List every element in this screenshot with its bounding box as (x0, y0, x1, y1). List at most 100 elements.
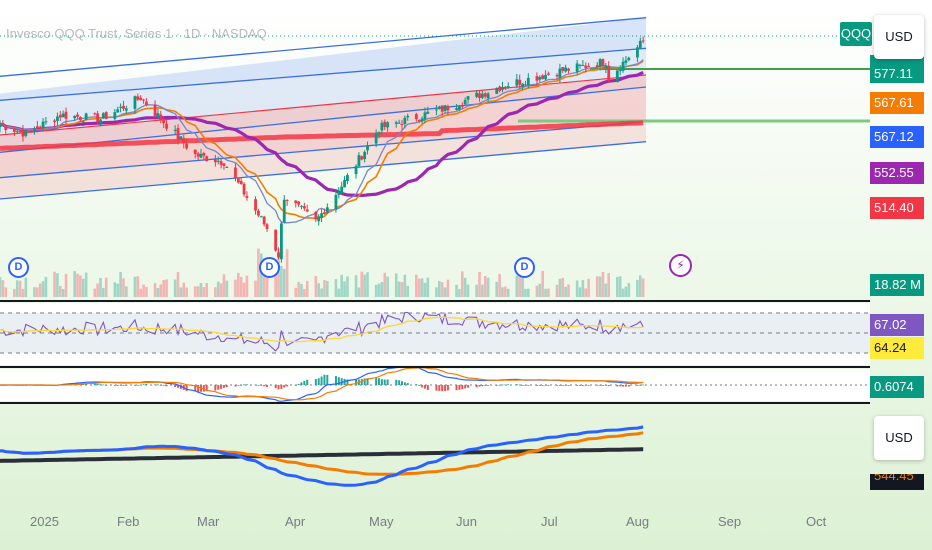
macd-histogram-bar (116, 385, 119, 386)
volume-bar (460, 271, 464, 297)
dividend-badge[interactable]: D (259, 257, 280, 278)
macd-histogram-bar (515, 384, 518, 385)
volume-bar (638, 275, 642, 297)
volume-bar (317, 283, 321, 297)
volume-bar (561, 278, 565, 297)
macd-histogram-bar (421, 385, 424, 388)
rsi-ma-tag: 64.24 (870, 337, 924, 359)
macd-histogram-bar (99, 384, 102, 386)
volume-bar (575, 280, 579, 297)
lightning-icon[interactable]: ⚡︎ (669, 254, 692, 277)
currency-button-bottom[interactable]: USD (874, 416, 924, 460)
candle-body (64, 111, 68, 119)
candle-body (538, 77, 542, 80)
candle-body (397, 122, 401, 124)
volume-bar (282, 268, 286, 297)
candle-body (185, 143, 189, 149)
price-tag-orange: 567.61 (870, 92, 924, 114)
candle-body (598, 59, 602, 67)
dividend-badge[interactable]: D (514, 257, 535, 278)
symbol-badge[interactable]: QQQ (840, 22, 872, 46)
candle-body (254, 199, 257, 211)
macd-histogram-bar (604, 385, 607, 386)
volume-bar (406, 285, 410, 297)
candle-body (300, 205, 303, 207)
volume-bar (357, 287, 361, 297)
currency-button[interactable]: USD (874, 15, 924, 59)
candle-body (486, 93, 490, 99)
volume-bar (179, 287, 183, 297)
candle-body (498, 86, 502, 91)
macd-histogram-bar (294, 385, 297, 386)
candle-body (460, 105, 464, 107)
volume-bar (93, 288, 97, 297)
dividend-badge[interactable]: D (8, 257, 29, 278)
candle-body (383, 121, 387, 128)
volume-bar (535, 285, 539, 297)
macd-histogram-bar (234, 385, 237, 387)
macd-histogram-bar (205, 385, 208, 392)
macd-histogram-bar (300, 382, 303, 385)
volume-bar (99, 277, 102, 297)
candle-body (285, 199, 289, 201)
candle-body (0, 124, 2, 128)
volume-bar (222, 274, 226, 297)
macd-histogram-bar (561, 385, 564, 386)
volume-bar (340, 274, 343, 297)
volume-bar (360, 271, 364, 297)
volume-bar (53, 271, 56, 297)
candle-body (15, 131, 19, 133)
macd-histogram-bar (458, 385, 461, 390)
macd-histogram-bar (277, 385, 280, 390)
volume-bar (621, 288, 625, 297)
volume-bar (133, 276, 137, 297)
macd-histogram-bar (535, 385, 538, 386)
macd-histogram-bar (403, 382, 406, 385)
candle-body (21, 129, 25, 137)
channel-line (0, 141, 647, 200)
volume-bar (641, 278, 645, 297)
macd-histogram-bar (642, 384, 645, 386)
candle-body (627, 57, 631, 61)
volume-bar (225, 280, 229, 297)
macd-histogram-bar (398, 380, 401, 385)
candle-body (41, 121, 45, 129)
candle-body (394, 122, 398, 124)
candle-body (354, 166, 358, 175)
volume-bar (145, 286, 148, 297)
volume-bar (61, 288, 65, 297)
volume-bar (463, 277, 467, 297)
macd-histogram-bar (464, 385, 467, 389)
macd-histogram-bar (355, 379, 358, 385)
macd-histogram-bar (567, 385, 570, 386)
volume-bar (515, 275, 519, 297)
macd-histogram-bar (260, 385, 263, 386)
candle-body (446, 106, 450, 111)
candle-body (503, 86, 507, 88)
volume-bar (242, 282, 246, 297)
volume-bar (182, 282, 186, 297)
candle-body (142, 99, 145, 101)
macd-histogram-bar (538, 385, 541, 386)
price-tag-purple: 552.55 (870, 162, 924, 184)
candle-body (584, 65, 588, 68)
macd-histogram-bar (346, 379, 349, 385)
volume-bar (162, 280, 165, 297)
candle-body (440, 105, 444, 112)
candle-body (601, 59, 605, 67)
volume-bar (598, 276, 602, 297)
candle-body (403, 117, 407, 124)
candle-body (320, 213, 323, 218)
macd-histogram-bar (317, 378, 320, 385)
candle-body (35, 126, 39, 129)
volume-bar (15, 280, 19, 297)
macd-histogram-bar (96, 383, 99, 385)
candle-body (325, 207, 329, 213)
macd-histogram-bar (639, 385, 642, 386)
macd-histogram-bar (495, 385, 498, 386)
macd-signal-line (0, 367, 644, 401)
volume-bar (156, 287, 160, 297)
candle-body (193, 149, 197, 155)
macd-histogram-bar (375, 377, 378, 385)
candle-body (521, 83, 524, 87)
